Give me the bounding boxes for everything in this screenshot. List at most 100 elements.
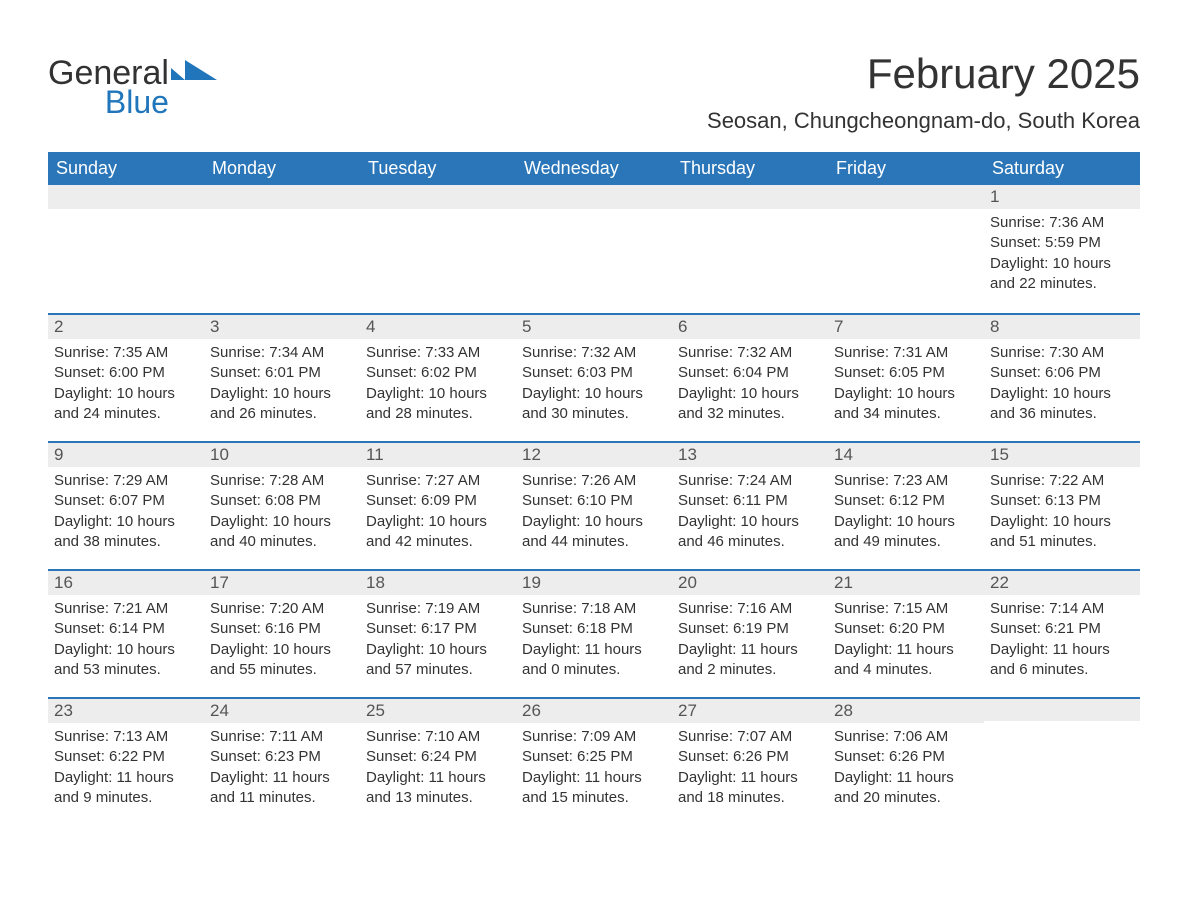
sunrise-label: Sunrise: (54, 600, 113, 617)
day-number: 21 (828, 569, 984, 595)
sunset-line: Sunset: 6:05 PM (834, 363, 978, 383)
daylight-line: Daylight: 10 hours and 55 minutes. (210, 640, 354, 681)
sunrise-label: Sunrise: (834, 344, 893, 361)
sunset-line: Sunset: 6:14 PM (54, 619, 198, 639)
sunrise-label: Sunrise: (990, 214, 1049, 231)
calendar-cell: 22Sunrise: 7:14 AMSunset: 6:21 PMDayligh… (984, 569, 1140, 697)
sunrise-line: Sunrise: 7:31 AM (834, 343, 978, 363)
sunrise-line: Sunrise: 7:33 AM (366, 343, 510, 363)
sunrise-label: Sunrise: (210, 344, 269, 361)
day-number: 18 (360, 569, 516, 595)
day-number: 1 (984, 185, 1140, 209)
sunset-value: 6:16 PM (265, 620, 321, 637)
daylight-line: Daylight: 10 hours and 32 minutes. (678, 384, 822, 425)
sunset-label: Sunset: (990, 620, 1045, 637)
sunrise-label: Sunrise: (54, 728, 113, 745)
sunset-value: 6:23 PM (265, 748, 321, 765)
daylight-line: Daylight: 11 hours and 11 minutes. (210, 768, 354, 809)
day-details: Sunrise: 7:34 AMSunset: 6:01 PMDaylight:… (204, 339, 360, 432)
calendar-cell: 15Sunrise: 7:22 AMSunset: 6:13 PMDayligh… (984, 441, 1140, 569)
calendar-week: 1Sunrise: 7:36 AMSunset: 5:59 PMDaylight… (48, 185, 1140, 313)
sunrise-line: Sunrise: 7:32 AM (678, 343, 822, 363)
sunrise-line: Sunrise: 7:16 AM (678, 599, 822, 619)
day-number: 24 (204, 697, 360, 723)
day-header-row: SundayMondayTuesdayWednesdayThursdayFrid… (48, 152, 1140, 185)
sunrise-line: Sunrise: 7:28 AM (210, 471, 354, 491)
daylight-label: Daylight: (990, 513, 1053, 530)
sunset-value: 6:14 PM (109, 620, 165, 637)
daylight-line: Daylight: 10 hours and 53 minutes. (54, 640, 198, 681)
sunrise-value: 7:34 AM (269, 344, 324, 361)
daylight-line: Daylight: 10 hours and 57 minutes. (366, 640, 510, 681)
sunrise-value: 7:32 AM (737, 344, 792, 361)
day-number: 15 (984, 441, 1140, 467)
sunset-label: Sunset: (678, 364, 733, 381)
calendar-cell (360, 185, 516, 313)
sunrise-label: Sunrise: (366, 344, 425, 361)
sunset-value: 6:06 PM (1045, 364, 1101, 381)
day-number: 23 (48, 697, 204, 723)
day-number: 4 (360, 313, 516, 339)
calendar-cell: 12Sunrise: 7:26 AMSunset: 6:10 PMDayligh… (516, 441, 672, 569)
day-details: Sunrise: 7:30 AMSunset: 6:06 PMDaylight:… (984, 339, 1140, 432)
daylight-label: Daylight: (366, 385, 429, 402)
daylight-line: Daylight: 11 hours and 15 minutes. (522, 768, 666, 809)
sunrise-label: Sunrise: (522, 344, 581, 361)
daylight-line: Daylight: 10 hours and 46 minutes. (678, 512, 822, 553)
sunset-value: 6:18 PM (577, 620, 633, 637)
calendar-cell: 8Sunrise: 7:30 AMSunset: 6:06 PMDaylight… (984, 313, 1140, 441)
sunrise-value: 7:10 AM (425, 728, 480, 745)
day-details: Sunrise: 7:19 AMSunset: 6:17 PMDaylight:… (360, 595, 516, 688)
sunset-label: Sunset: (834, 492, 889, 509)
sunrise-label: Sunrise: (834, 472, 893, 489)
sunset-label: Sunset: (54, 620, 109, 637)
sunset-line: Sunset: 6:12 PM (834, 491, 978, 511)
sunset-label: Sunset: (678, 620, 733, 637)
sunrise-line: Sunrise: 7:36 AM (990, 213, 1134, 233)
daylight-line: Daylight: 11 hours and 4 minutes. (834, 640, 978, 681)
day-number: 8 (984, 313, 1140, 339)
calendar-cell: 23Sunrise: 7:13 AMSunset: 6:22 PMDayligh… (48, 697, 204, 825)
sunset-label: Sunset: (990, 234, 1045, 251)
day-details: Sunrise: 7:09 AMSunset: 6:25 PMDaylight:… (516, 723, 672, 816)
sunset-label: Sunset: (366, 492, 421, 509)
day-number: 22 (984, 569, 1140, 595)
day-details: Sunrise: 7:23 AMSunset: 6:12 PMDaylight:… (828, 467, 984, 560)
sunrise-value: 7:33 AM (425, 344, 480, 361)
day-number: 5 (516, 313, 672, 339)
sunrise-value: 7:11 AM (269, 728, 323, 745)
sunrise-line: Sunrise: 7:15 AM (834, 599, 978, 619)
calendar-cell: 17Sunrise: 7:20 AMSunset: 6:16 PMDayligh… (204, 569, 360, 697)
sunrise-label: Sunrise: (522, 472, 581, 489)
sunset-label: Sunset: (834, 620, 889, 637)
day-details: Sunrise: 7:31 AMSunset: 6:05 PMDaylight:… (828, 339, 984, 432)
calendar-cell: 6Sunrise: 7:32 AMSunset: 6:04 PMDaylight… (672, 313, 828, 441)
sunrise-value: 7:24 AM (737, 472, 792, 489)
daylight-label: Daylight: (54, 769, 117, 786)
daylight-line: Daylight: 11 hours and 6 minutes. (990, 640, 1134, 681)
sunset-line: Sunset: 6:00 PM (54, 363, 198, 383)
calendar-cell: 27Sunrise: 7:07 AMSunset: 6:26 PMDayligh… (672, 697, 828, 825)
daylight-label: Daylight: (990, 641, 1053, 658)
day-details: Sunrise: 7:26 AMSunset: 6:10 PMDaylight:… (516, 467, 672, 560)
sunrise-line: Sunrise: 7:35 AM (54, 343, 198, 363)
day-details: Sunrise: 7:29 AMSunset: 6:07 PMDaylight:… (48, 467, 204, 560)
sunset-line: Sunset: 6:21 PM (990, 619, 1134, 639)
sunrise-label: Sunrise: (366, 728, 425, 745)
daylight-label: Daylight: (366, 513, 429, 530)
sunrise-label: Sunrise: (834, 728, 893, 745)
empty-day-strip (360, 185, 516, 209)
sunrise-line: Sunrise: 7:23 AM (834, 471, 978, 491)
sunrise-value: 7:07 AM (737, 728, 792, 745)
calendar-cell (516, 185, 672, 313)
sunrise-value: 7:14 AM (1049, 600, 1104, 617)
sunset-line: Sunset: 6:25 PM (522, 747, 666, 767)
calendar-cell: 19Sunrise: 7:18 AMSunset: 6:18 PMDayligh… (516, 569, 672, 697)
sunset-label: Sunset: (366, 620, 421, 637)
calendar-cell: 13Sunrise: 7:24 AMSunset: 6:11 PMDayligh… (672, 441, 828, 569)
empty-day-strip (828, 185, 984, 209)
sunset-line: Sunset: 6:22 PM (54, 747, 198, 767)
day-number: 6 (672, 313, 828, 339)
sunset-line: Sunset: 6:17 PM (366, 619, 510, 639)
calendar-week: 9Sunrise: 7:29 AMSunset: 6:07 PMDaylight… (48, 441, 1140, 569)
